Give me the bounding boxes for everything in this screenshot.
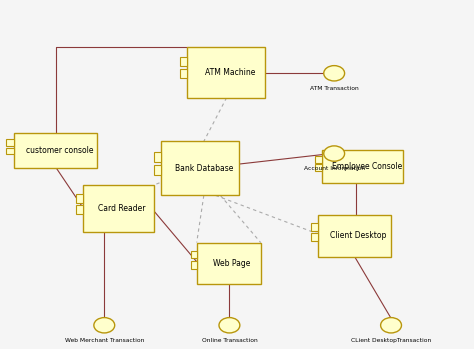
FancyBboxPatch shape <box>6 139 14 146</box>
Circle shape <box>219 318 240 333</box>
FancyBboxPatch shape <box>318 215 391 257</box>
Text: ATM Machine: ATM Machine <box>205 68 255 77</box>
FancyBboxPatch shape <box>310 233 318 240</box>
FancyBboxPatch shape <box>322 150 403 183</box>
Circle shape <box>324 146 345 161</box>
FancyBboxPatch shape <box>310 223 318 231</box>
FancyBboxPatch shape <box>315 164 322 171</box>
FancyBboxPatch shape <box>154 165 161 175</box>
FancyBboxPatch shape <box>191 251 197 259</box>
FancyBboxPatch shape <box>14 133 97 168</box>
Text: Account Information: Account Information <box>304 166 365 171</box>
FancyBboxPatch shape <box>197 243 261 284</box>
Text: Card Reader: Card Reader <box>98 204 146 213</box>
Text: Client Desktop: Client Desktop <box>330 231 386 240</box>
FancyBboxPatch shape <box>180 69 187 79</box>
Text: customer console: customer console <box>26 146 93 155</box>
FancyBboxPatch shape <box>76 205 83 214</box>
Text: Web Merchant Transaction: Web Merchant Transaction <box>64 338 144 343</box>
Circle shape <box>381 318 401 333</box>
Circle shape <box>324 66 345 81</box>
Text: Bank Database: Bank Database <box>175 164 233 173</box>
FancyBboxPatch shape <box>191 261 197 268</box>
FancyBboxPatch shape <box>187 47 265 98</box>
Text: CLient DesktopTransaction: CLient DesktopTransaction <box>351 338 431 343</box>
Text: Web Page: Web Page <box>213 259 251 268</box>
FancyBboxPatch shape <box>76 194 83 203</box>
FancyBboxPatch shape <box>83 185 154 232</box>
FancyBboxPatch shape <box>161 141 239 195</box>
FancyBboxPatch shape <box>154 151 161 162</box>
FancyBboxPatch shape <box>180 57 187 66</box>
Text: ATM Transaction: ATM Transaction <box>310 86 358 91</box>
Text: Online Transaction: Online Transaction <box>201 338 257 343</box>
FancyBboxPatch shape <box>6 148 14 154</box>
Text: Employee Console: Employee Console <box>331 162 402 171</box>
Circle shape <box>94 318 115 333</box>
FancyBboxPatch shape <box>315 156 322 163</box>
